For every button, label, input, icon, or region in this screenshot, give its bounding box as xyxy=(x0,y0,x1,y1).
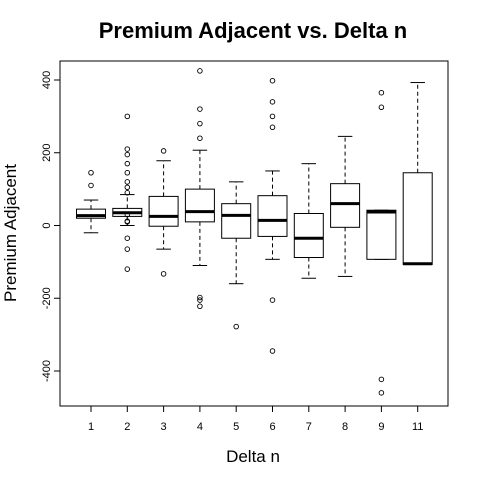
y-tick-label: 200 xyxy=(41,144,53,162)
box-iqr xyxy=(257,195,288,237)
outlier-point xyxy=(197,120,203,127)
x-axis-label: Delta n xyxy=(226,447,280,466)
box-iqr xyxy=(402,172,433,265)
x-tick-label: 9 xyxy=(378,421,384,433)
box-iqr xyxy=(148,195,179,227)
box-iqr xyxy=(366,209,397,260)
outlier-point xyxy=(124,190,131,196)
box-group-3 xyxy=(148,148,179,277)
outlier-point xyxy=(124,146,131,152)
outlier-point xyxy=(160,271,167,277)
box-group-9 xyxy=(366,89,397,396)
outlier-point xyxy=(124,160,131,167)
y-axis-label: Premium Adjacent xyxy=(1,164,20,302)
outlier-point xyxy=(124,266,131,272)
outlier-point xyxy=(124,179,131,185)
box-group-4 xyxy=(184,68,215,310)
outlier-point xyxy=(197,303,203,310)
outlier-point xyxy=(124,113,131,120)
x-axis: 1 2 3 4 5 6 7 8 9 11 xyxy=(88,406,423,433)
box-group-5 xyxy=(221,181,252,330)
outlier-point xyxy=(124,219,131,225)
outlier-point xyxy=(269,297,276,303)
outlier-point xyxy=(124,235,131,241)
outlier-point xyxy=(197,106,203,112)
box-group-6 xyxy=(257,77,288,354)
outlier-point xyxy=(269,99,276,105)
x-tick-label: 8 xyxy=(342,421,348,433)
outlier-point xyxy=(269,77,276,84)
outlier-point xyxy=(378,104,385,111)
plot-area-frame xyxy=(59,60,449,407)
box-group-8 xyxy=(330,135,361,277)
x-tick-label: 4 xyxy=(197,421,203,433)
box-group-11 xyxy=(402,82,433,266)
box-iqr xyxy=(184,188,215,223)
outlier-point xyxy=(88,170,94,176)
outlier-point xyxy=(378,89,385,96)
box-iqr xyxy=(330,183,361,228)
box-series xyxy=(76,68,433,396)
x-tick-label: 3 xyxy=(161,421,167,433)
x-tick-label: 11 xyxy=(412,421,423,433)
y-tick-label: 400 xyxy=(41,71,53,89)
outlier-point xyxy=(233,323,239,330)
chart-title: Premium Adjacent vs. Delta n xyxy=(99,18,408,43)
y-axis: -400 -200 0 200 400 xyxy=(41,71,60,382)
outlier-point xyxy=(378,390,385,396)
outlier-point xyxy=(124,246,131,252)
outlier-point xyxy=(197,135,203,141)
outlier-point xyxy=(269,124,276,131)
y-tick-label: -400 xyxy=(41,360,53,382)
outlier-point xyxy=(124,170,131,176)
box-group-2 xyxy=(112,113,143,272)
x-tick-label: 7 xyxy=(306,421,312,433)
outlier-point xyxy=(124,211,131,218)
x-tick-label: 1 xyxy=(88,421,94,433)
outlier-point xyxy=(197,294,203,301)
x-tick-label: 2 xyxy=(124,421,130,433)
outlier-point xyxy=(124,151,131,158)
y-tick-label: -200 xyxy=(41,287,53,309)
box-iqr xyxy=(221,203,252,239)
outlier-point xyxy=(269,113,276,120)
x-tick-label: 5 xyxy=(233,421,239,433)
box-group-1 xyxy=(76,170,106,234)
box-iqr xyxy=(76,208,106,219)
box-group-7 xyxy=(293,163,324,279)
outlier-point xyxy=(269,348,276,354)
outlier-point xyxy=(197,68,203,74)
outlier-point xyxy=(160,148,167,154)
x-tick-label: 6 xyxy=(269,421,275,433)
outlier-point xyxy=(197,297,203,303)
outlier-point xyxy=(378,376,385,383)
box-iqr xyxy=(293,212,324,259)
outlier-point xyxy=(124,184,131,191)
y-tick-label: 0 xyxy=(41,222,53,228)
outlier-point xyxy=(88,182,94,189)
